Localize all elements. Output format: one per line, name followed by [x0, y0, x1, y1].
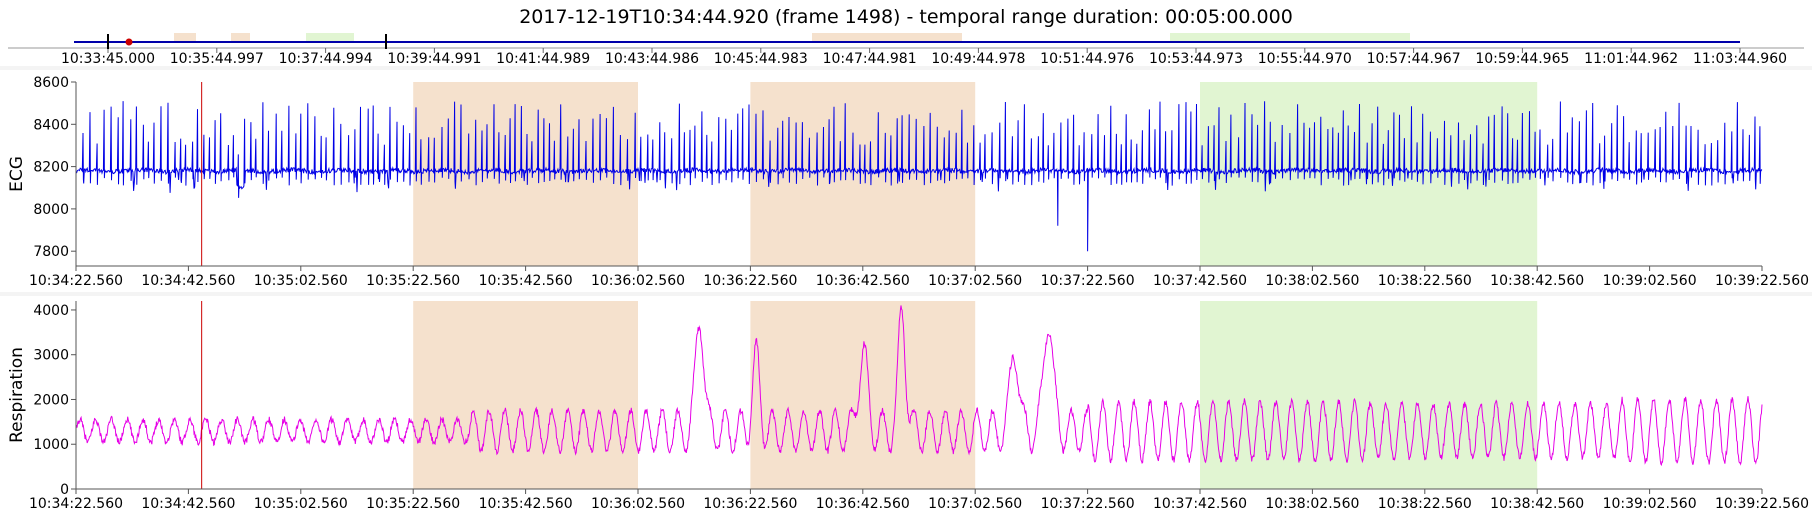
- ecg-chart[interactable]: 7800 8000 8200 8400 8600 10:34:22.560 10:34:42…: [0, 70, 1812, 292]
- x-tick-label: 10:35:02.560: [254, 273, 348, 289]
- y-tick-label: 1000: [33, 437, 69, 453]
- x-tick-label: 10:38:22.560: [1378, 273, 1472, 289]
- x-tick-label: 10:38:22.560: [1378, 496, 1472, 512]
- x-tick-label: 10:35:22.560: [366, 496, 460, 512]
- x-tick-label: 10:36:42.560: [816, 273, 910, 289]
- x-tick-label: 10:37:22.560: [1041, 273, 1135, 289]
- overview-annotation-4: [1170, 33, 1410, 41]
- x-tick-label: 10:39:02.560: [1603, 273, 1697, 289]
- y-axis-label: Respiration: [7, 347, 27, 443]
- ecg-chart-series-line: [75, 101, 1763, 252]
- x-tick-label: 10:34:22.560: [29, 496, 123, 512]
- annotation-band-0[interactable]: [413, 82, 638, 266]
- x-tick-label: 10:37:42.560: [1153, 273, 1247, 289]
- x-tick-label: 10:36:02.560: [591, 496, 685, 512]
- x-tick-label: 10:35:42.560: [479, 273, 573, 289]
- y-tick-label: 8400: [33, 117, 69, 133]
- overview-tick-label: 11:01:44.962: [1584, 51, 1678, 66]
- overview-tick-label: 10:37:44.994: [279, 51, 373, 66]
- page-title: 2017-12-19T10:34:44.920 (frame 1498) - t…: [519, 6, 1293, 28]
- overview-panel: 2017-12-19T10:34:44.920 (frame 1498) - t…: [0, 0, 1812, 66]
- overview-tick-label: 10:59:44.965: [1475, 51, 1569, 66]
- x-tick-label: 10:35:42.560: [479, 496, 573, 512]
- overview-annotation-3: [812, 33, 962, 41]
- respiration-chart-series-line: [75, 305, 1763, 467]
- x-tick-label: 10:36:22.560: [703, 273, 797, 289]
- y-tick-label: 0: [60, 482, 69, 498]
- x-tick-label: 10:38:42.560: [1490, 273, 1584, 289]
- x-tick-label: 10:38:02.560: [1265, 496, 1359, 512]
- overview-tick-label: 10:39:44.991: [387, 51, 481, 66]
- ecg-panel: 7800 8000 8200 8400 8600 10:34:22.560 10:34:42…: [0, 70, 1812, 292]
- y-axis-label: ECG: [7, 156, 27, 192]
- y-tick-label: 3000: [33, 348, 69, 364]
- x-tick-label: 10:34:22.560: [29, 273, 123, 289]
- overview-tick-label: 10:43:44.986: [605, 51, 699, 66]
- x-tick-label: 10:36:22.560: [703, 496, 797, 512]
- overview-tick-label: 10:35:44.997: [170, 51, 264, 66]
- x-tick-label: 10:37:42.560: [1153, 496, 1247, 512]
- y-tick-label: 2000: [33, 392, 69, 408]
- overview-tick-label: 10:55:44.970: [1258, 51, 1352, 66]
- x-tick-label: 10:39:22.560: [1715, 273, 1809, 289]
- overview-annotation-1: [231, 33, 250, 41]
- overview-tick-label: 10:49:44.978: [931, 51, 1025, 66]
- x-tick-label: 10:36:02.560: [591, 273, 685, 289]
- annotation-band-2[interactable]: [1200, 301, 1538, 489]
- overview-tick-label: 10:33:45.000: [61, 51, 155, 66]
- annotation-band-2[interactable]: [1200, 82, 1538, 266]
- respiration-chart[interactable]: 0 1000 2000 3000 4000 10:34:22.560 10:34:42.56…: [0, 296, 1812, 519]
- x-tick-label: 10:34:42.560: [141, 273, 235, 289]
- playhead-marker[interactable]: [125, 38, 133, 46]
- x-tick-label: 10:35:02.560: [254, 496, 348, 512]
- x-tick-label: 10:37:02.560: [928, 273, 1022, 289]
- overview-tick-label: 10:53:44.973: [1149, 51, 1243, 66]
- x-tick-label: 10:36:42.560: [816, 496, 910, 512]
- y-tick-label: 7800: [33, 244, 69, 260]
- overview-tick-label: 10:41:44.989: [496, 51, 590, 66]
- overview-tick-label: 10:51:44.976: [1040, 51, 1134, 66]
- annotation-band-0[interactable]: [413, 301, 638, 489]
- overview-annotation-2: [306, 33, 354, 41]
- overview-tick-label: 10:57:44.967: [1367, 51, 1461, 66]
- x-tick-label: 10:38:42.560: [1490, 496, 1584, 512]
- x-tick-label: 10:37:02.560: [928, 496, 1022, 512]
- x-tick-label: 10:35:22.560: [366, 273, 460, 289]
- x-tick-label: 10:34:42.560: [141, 496, 235, 512]
- respiration-panel: 0 1000 2000 3000 4000 10:34:22.560 10:34:42.56…: [0, 296, 1812, 519]
- overview-timeline[interactable]: 10:33:45.000 10:35:44.997 10:37:44.994 10:3…: [0, 0, 1812, 66]
- x-tick-label: 10:39:22.560: [1715, 496, 1809, 512]
- overview-tick-label: 10:47:44.981: [823, 51, 917, 66]
- overview-tick-label: 10:45:44.983: [714, 51, 808, 66]
- overview-tick-label: 11:03:44.960: [1693, 51, 1787, 66]
- y-tick-label: 8200: [33, 160, 69, 176]
- x-tick-label: 10:39:02.560: [1603, 496, 1697, 512]
- x-tick-label: 10:37:22.560: [1041, 496, 1135, 512]
- y-tick-label: 4000: [33, 303, 69, 319]
- y-tick-label: 8600: [33, 75, 69, 91]
- overview-annotation-0: [174, 33, 196, 41]
- y-tick-label: 8000: [33, 202, 69, 218]
- annotation-band-1[interactable]: [750, 301, 976, 489]
- x-tick-label: 10:38:02.560: [1265, 273, 1359, 289]
